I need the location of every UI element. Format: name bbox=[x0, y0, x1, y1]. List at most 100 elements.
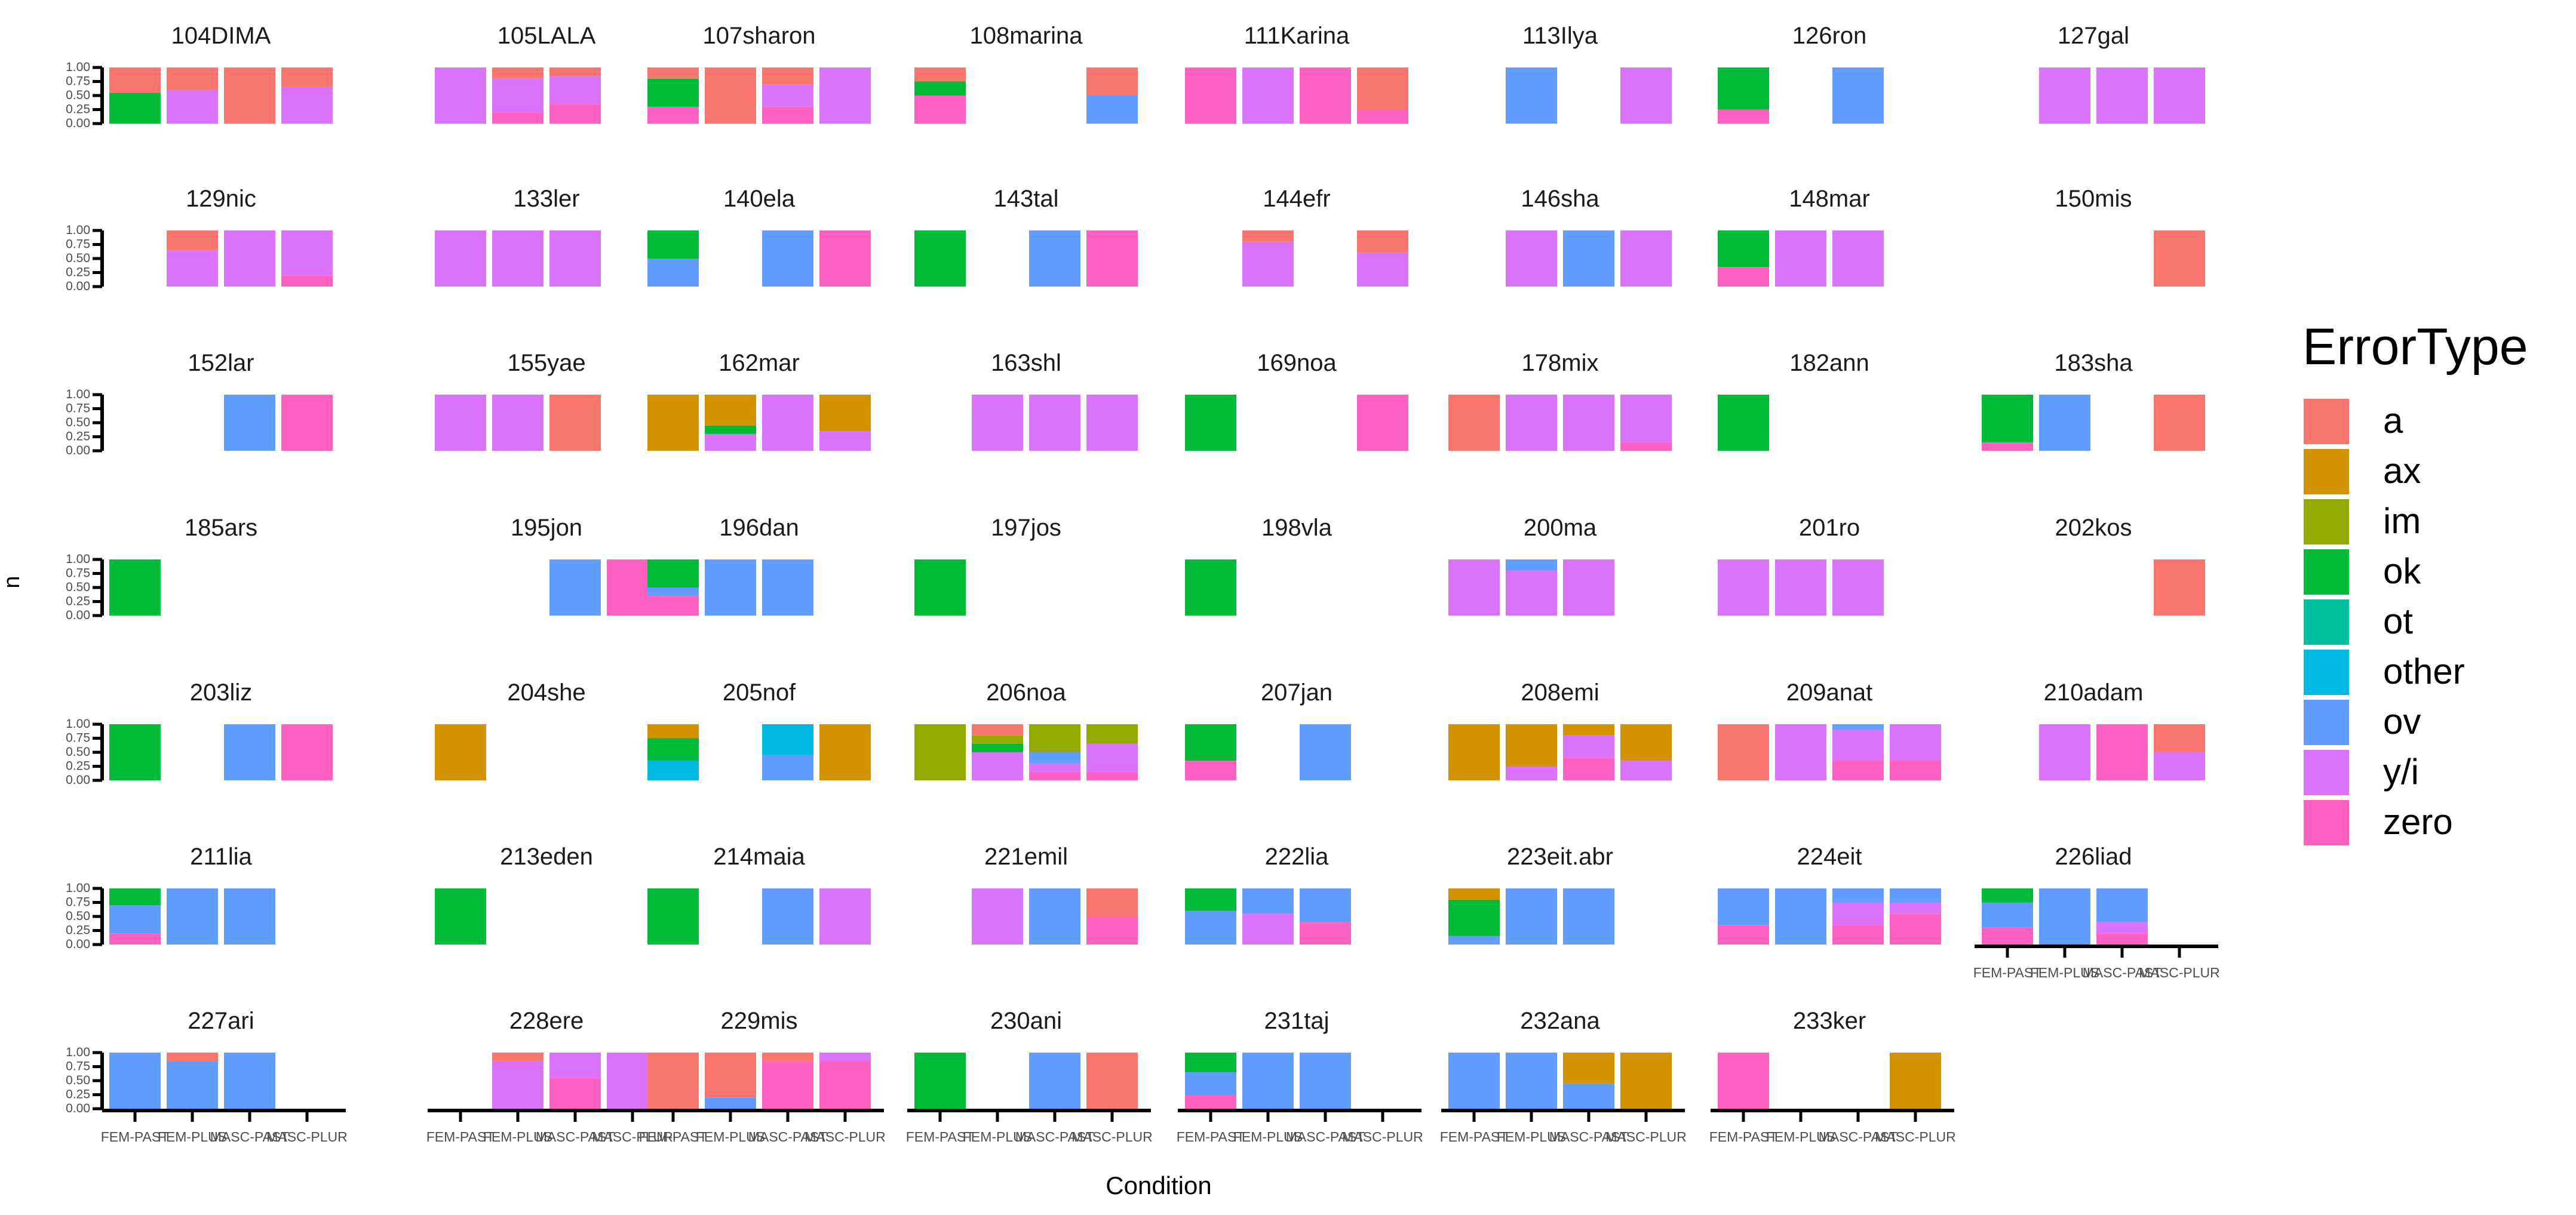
bar-segment bbox=[1890, 902, 1941, 914]
x-tick-label: FEM-PAST bbox=[426, 1129, 495, 1145]
facet-title: 104DIMA bbox=[171, 23, 271, 49]
bar-segment bbox=[281, 275, 333, 287]
bar-segment bbox=[647, 587, 699, 596]
bar-segment bbox=[1620, 230, 1672, 287]
bar-segment bbox=[1832, 559, 1884, 616]
bar-segment bbox=[281, 67, 333, 87]
x-tick-label: MASC-PAST bbox=[748, 1129, 827, 1145]
bar-segment bbox=[281, 395, 333, 451]
bar-segment bbox=[1185, 1053, 1236, 1072]
y-tick-label: 1.00 bbox=[66, 552, 90, 566]
bar-segment bbox=[1029, 752, 1080, 764]
bar-segment bbox=[1620, 761, 1672, 780]
bar-segment bbox=[1086, 743, 1138, 772]
bar-segment bbox=[492, 67, 544, 79]
bar-segment bbox=[1890, 913, 1941, 945]
y-tick-label: 0.75 bbox=[66, 75, 90, 88]
bar-segment bbox=[1185, 724, 1236, 761]
facet-title: 206noa bbox=[986, 679, 1066, 706]
bar-segment bbox=[762, 395, 813, 451]
bar-segment bbox=[281, 87, 333, 124]
bar-segment bbox=[109, 888, 161, 906]
facet-title: 182ann bbox=[1789, 350, 1869, 376]
bar-segment bbox=[762, 1061, 813, 1109]
bar-segment bbox=[1300, 724, 1351, 780]
bar-segment bbox=[1185, 1072, 1236, 1095]
facet-title: 201ro bbox=[1799, 515, 1860, 541]
bar-segment bbox=[762, 755, 813, 780]
facet-title: 211lia bbox=[190, 844, 253, 870]
facet-title: 227ari bbox=[188, 1008, 254, 1034]
bar-segment bbox=[549, 67, 601, 76]
bar-segment bbox=[549, 1053, 601, 1078]
facet-title: 155yae bbox=[507, 350, 585, 376]
bar-segment bbox=[1185, 761, 1236, 780]
bar-segment bbox=[1086, 916, 1138, 945]
bar-segment bbox=[1506, 724, 1557, 767]
bar-segment bbox=[1242, 888, 1294, 914]
facet-title: 209anat bbox=[1786, 679, 1873, 706]
bar-segment bbox=[1506, 395, 1557, 451]
legend-swatch bbox=[2304, 399, 2349, 444]
bar-segment bbox=[762, 888, 813, 945]
bar-segment bbox=[1242, 913, 1294, 945]
bar-segment bbox=[1890, 724, 1941, 761]
y-tick-label: 0.25 bbox=[66, 1088, 90, 1102]
bar-segment bbox=[972, 724, 1023, 736]
legend-label: a bbox=[2383, 401, 2403, 441]
facet-title: 148mar bbox=[1789, 186, 1870, 212]
bar-segment bbox=[1448, 1053, 1500, 1109]
x-tick-label: FEM-PAST bbox=[1177, 1129, 1245, 1145]
bar-segment bbox=[647, 259, 699, 287]
legend-swatch bbox=[2304, 449, 2349, 494]
y-tick-label: 0.50 bbox=[66, 909, 90, 923]
bar-segment bbox=[1718, 230, 1769, 267]
legend-label: ok bbox=[2383, 551, 2421, 591]
bar-segment bbox=[1506, 559, 1557, 571]
bar-segment bbox=[1506, 67, 1557, 124]
bar-segment bbox=[492, 78, 544, 113]
legend-label: y/i bbox=[2383, 752, 2419, 792]
bar-segment bbox=[819, 230, 871, 287]
bar-segment bbox=[647, 724, 699, 739]
facet-title: 213eden bbox=[500, 844, 593, 870]
bar-segment bbox=[1718, 67, 1769, 110]
bar-segment bbox=[1718, 1053, 1769, 1109]
bar-segment bbox=[705, 395, 756, 426]
bar-segment bbox=[435, 67, 486, 124]
facet-title: 208emi bbox=[1521, 679, 1599, 706]
y-axis-title: n bbox=[0, 576, 24, 588]
bar-segment bbox=[1448, 899, 1500, 936]
x-tick-label: FEM-PLUS bbox=[2030, 965, 2099, 980]
bar-segment bbox=[1563, 724, 1614, 736]
facet-title: 163shl bbox=[991, 350, 1061, 376]
legend-swatch bbox=[2304, 700, 2349, 745]
x-tick-label: FEM-PAST bbox=[1440, 1129, 1509, 1145]
x-tick-label: MASC-PLUR bbox=[805, 1129, 885, 1145]
bar-segment bbox=[2039, 888, 2090, 945]
bar-segment bbox=[1357, 395, 1408, 451]
bar-segment bbox=[1357, 230, 1408, 253]
bar-segment bbox=[2096, 67, 2148, 124]
bar-segment bbox=[435, 395, 486, 451]
bar-segment bbox=[1086, 395, 1138, 451]
bar-segment bbox=[224, 67, 275, 124]
bar-segment bbox=[647, 888, 699, 945]
bar-segment bbox=[819, 888, 871, 945]
y-tick-label: 0.50 bbox=[66, 580, 90, 594]
bar-segment bbox=[549, 230, 601, 287]
x-tick-label: MASC-PLUR bbox=[1342, 1129, 1423, 1145]
bar-segment bbox=[1029, 1053, 1080, 1109]
y-tick-label: 1.00 bbox=[66, 387, 90, 401]
legend-label: im bbox=[2383, 501, 2421, 541]
bar-segment bbox=[705, 1097, 756, 1109]
bar-segment bbox=[1563, 559, 1614, 616]
bar-segment bbox=[1775, 724, 1826, 780]
bar-segment bbox=[647, 738, 699, 761]
bar-segment bbox=[705, 67, 756, 124]
bar-segment bbox=[972, 395, 1023, 451]
bar-segment bbox=[647, 230, 699, 259]
facet-title: 127gal bbox=[2058, 23, 2129, 49]
bar-segment bbox=[2096, 888, 2148, 922]
bar-segment bbox=[1982, 902, 2033, 928]
